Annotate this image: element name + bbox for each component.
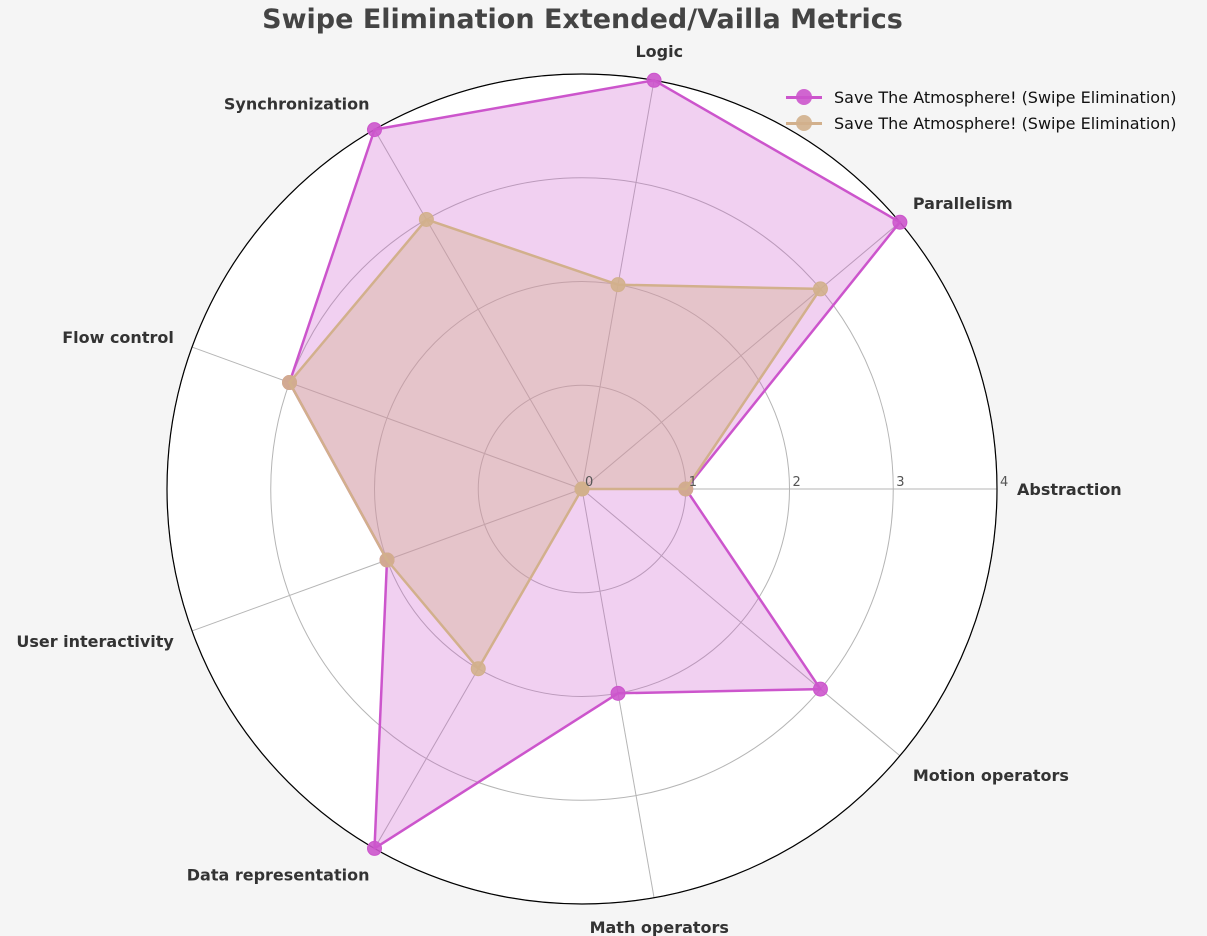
legend-swatch-icon xyxy=(784,87,824,107)
category-label: Flow control xyxy=(62,328,174,347)
radial-tick-label: 3 xyxy=(896,475,904,490)
legend: Save The Atmosphere! (Swipe Elimination)… xyxy=(784,84,1176,136)
grid-spoke xyxy=(581,488,901,757)
series-area xyxy=(289,219,821,669)
radial-tick-label: 4 xyxy=(1000,475,1008,490)
legend-label: Save The Atmosphere! (Swipe Elimination) xyxy=(834,87,1177,107)
data-point xyxy=(610,685,626,701)
legend-swatch-icon xyxy=(784,113,824,133)
grid-spoke xyxy=(581,221,901,490)
category-label: Synchronization xyxy=(224,95,370,114)
category-label: Motion operators xyxy=(913,766,1069,785)
grid-spoke xyxy=(191,346,583,490)
chart-title: Swipe Elimination Extended/Vailla Metric… xyxy=(262,4,903,35)
category-label: Math operators xyxy=(590,918,729,936)
category-label: Parallelism xyxy=(913,194,1013,213)
data-point xyxy=(282,375,298,391)
grid-spoke xyxy=(374,129,583,490)
legend-label: Save The Atmosphere! (Swipe Elimination) xyxy=(834,113,1177,133)
data-point xyxy=(574,481,590,497)
data-point xyxy=(367,122,382,138)
legend-item: Save The Atmosphere! (Swipe Elimination) xyxy=(784,84,1176,110)
category-label: Logic xyxy=(635,42,683,61)
plot-frame xyxy=(166,73,998,905)
data-point xyxy=(646,72,662,88)
data-point xyxy=(812,281,828,297)
radar-labels: 0 1 2 3 4 Abstraction Parallelism Logic Synchron… xyxy=(16,42,1121,936)
radar-series xyxy=(282,72,908,856)
data-point xyxy=(367,840,382,856)
data-point xyxy=(678,481,694,497)
radial-tick-label: 1 xyxy=(689,475,697,490)
category-label: Abstraction xyxy=(1017,480,1122,499)
radial-tick-label: 2 xyxy=(793,475,801,490)
data-point xyxy=(610,277,626,293)
series-area xyxy=(289,80,900,849)
data-point xyxy=(812,681,828,697)
data-point xyxy=(418,211,434,227)
legend-item: Save The Atmosphere! (Swipe Elimination) xyxy=(784,110,1176,136)
data-point xyxy=(379,552,395,568)
category-label: Data representation xyxy=(187,865,370,884)
data-point xyxy=(892,214,908,230)
category-label: User interactivity xyxy=(16,632,174,651)
data-point xyxy=(470,661,486,677)
radial-tick-label: 0 xyxy=(585,475,593,490)
